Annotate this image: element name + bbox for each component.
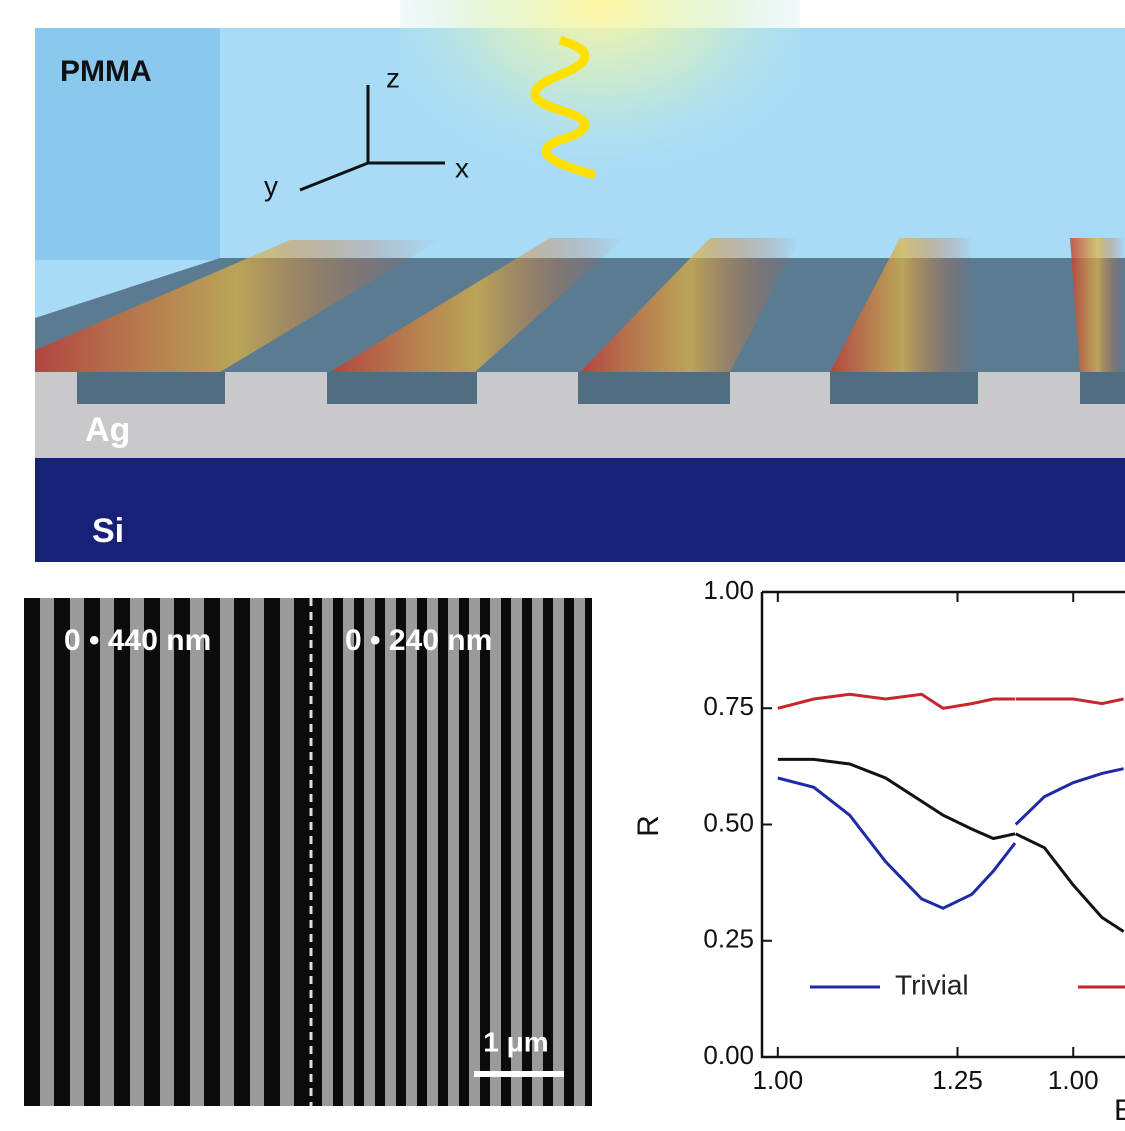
sem-stripe (574, 598, 585, 1106)
sem-stripe (490, 598, 501, 1106)
sem-stripe (280, 598, 294, 1106)
label: z (386, 62, 400, 93)
sem-stripe (250, 598, 264, 1106)
y-tick-label: 0.25 (703, 924, 754, 954)
sem-stripe (40, 598, 54, 1106)
legend-label: Trivial (895, 969, 969, 1000)
si-layer (35, 458, 1125, 562)
label: x (455, 152, 469, 183)
x-axis-label: E (1114, 1094, 1125, 1126)
sem-label: 0 • 440 nm (64, 624, 211, 657)
sem-label: 0 • 240 nm (345, 624, 492, 657)
sem-stripe (364, 598, 375, 1106)
sem-stripe (130, 598, 144, 1106)
series-line (1015, 697, 1124, 706)
y-axis-label: R (632, 815, 665, 837)
series-line (1014, 767, 1124, 826)
sem-stripe (427, 598, 438, 1106)
series-line (1015, 832, 1125, 933)
pmma-box (35, 28, 220, 260)
sem-stripe (448, 598, 459, 1106)
sem-stripe (469, 598, 480, 1106)
grating-stripes (35, 238, 1125, 372)
series-line (777, 776, 1017, 910)
y-tick-label: 0.00 (703, 1040, 754, 1070)
chart: 0.00 0.25 0.50 0.75 1.00 1.00 1.25 R Trivial 1.00… (632, 575, 1125, 1127)
y-tick-label: 0.75 (703, 691, 754, 721)
sem-stripe (532, 598, 543, 1106)
sem-stripe (100, 598, 114, 1106)
sem-stripe (160, 598, 174, 1106)
label: Si (92, 512, 124, 550)
y-tick-label: 0.50 (703, 807, 754, 837)
scale-bar (474, 1071, 564, 1077)
sem-stripe (343, 598, 354, 1106)
label: PMMA (60, 55, 152, 88)
x-tick-label: 1.00 (753, 1065, 804, 1095)
label: Ag (85, 411, 130, 449)
grating-ridges (77, 372, 1125, 404)
schematic: PMMA z y x Ag Si (35, 0, 1125, 562)
x-tick-label: 1.25 (932, 1065, 983, 1095)
sem-stripe (190, 598, 204, 1106)
y-tick-label: 1.00 (703, 575, 754, 605)
sem-stripe (511, 598, 522, 1106)
sem-stripe (322, 598, 333, 1106)
series-line (777, 692, 1015, 710)
sem-image: 0 • 440 nm 0 • 240 nm 1 μm (24, 598, 592, 1106)
x-tick-label: 1.00 (1048, 1065, 1099, 1095)
axes-icon (299, 85, 445, 192)
sem-stripe (385, 598, 396, 1106)
light-wave (530, 35, 597, 180)
sem-stripe (220, 598, 234, 1106)
sem-stripe (406, 598, 417, 1106)
scale-label: 1 μm (483, 1026, 548, 1057)
sem-stripe (70, 598, 84, 1106)
series-line (777, 757, 1016, 841)
sem-stripe (553, 598, 564, 1106)
label: y (264, 170, 278, 201)
